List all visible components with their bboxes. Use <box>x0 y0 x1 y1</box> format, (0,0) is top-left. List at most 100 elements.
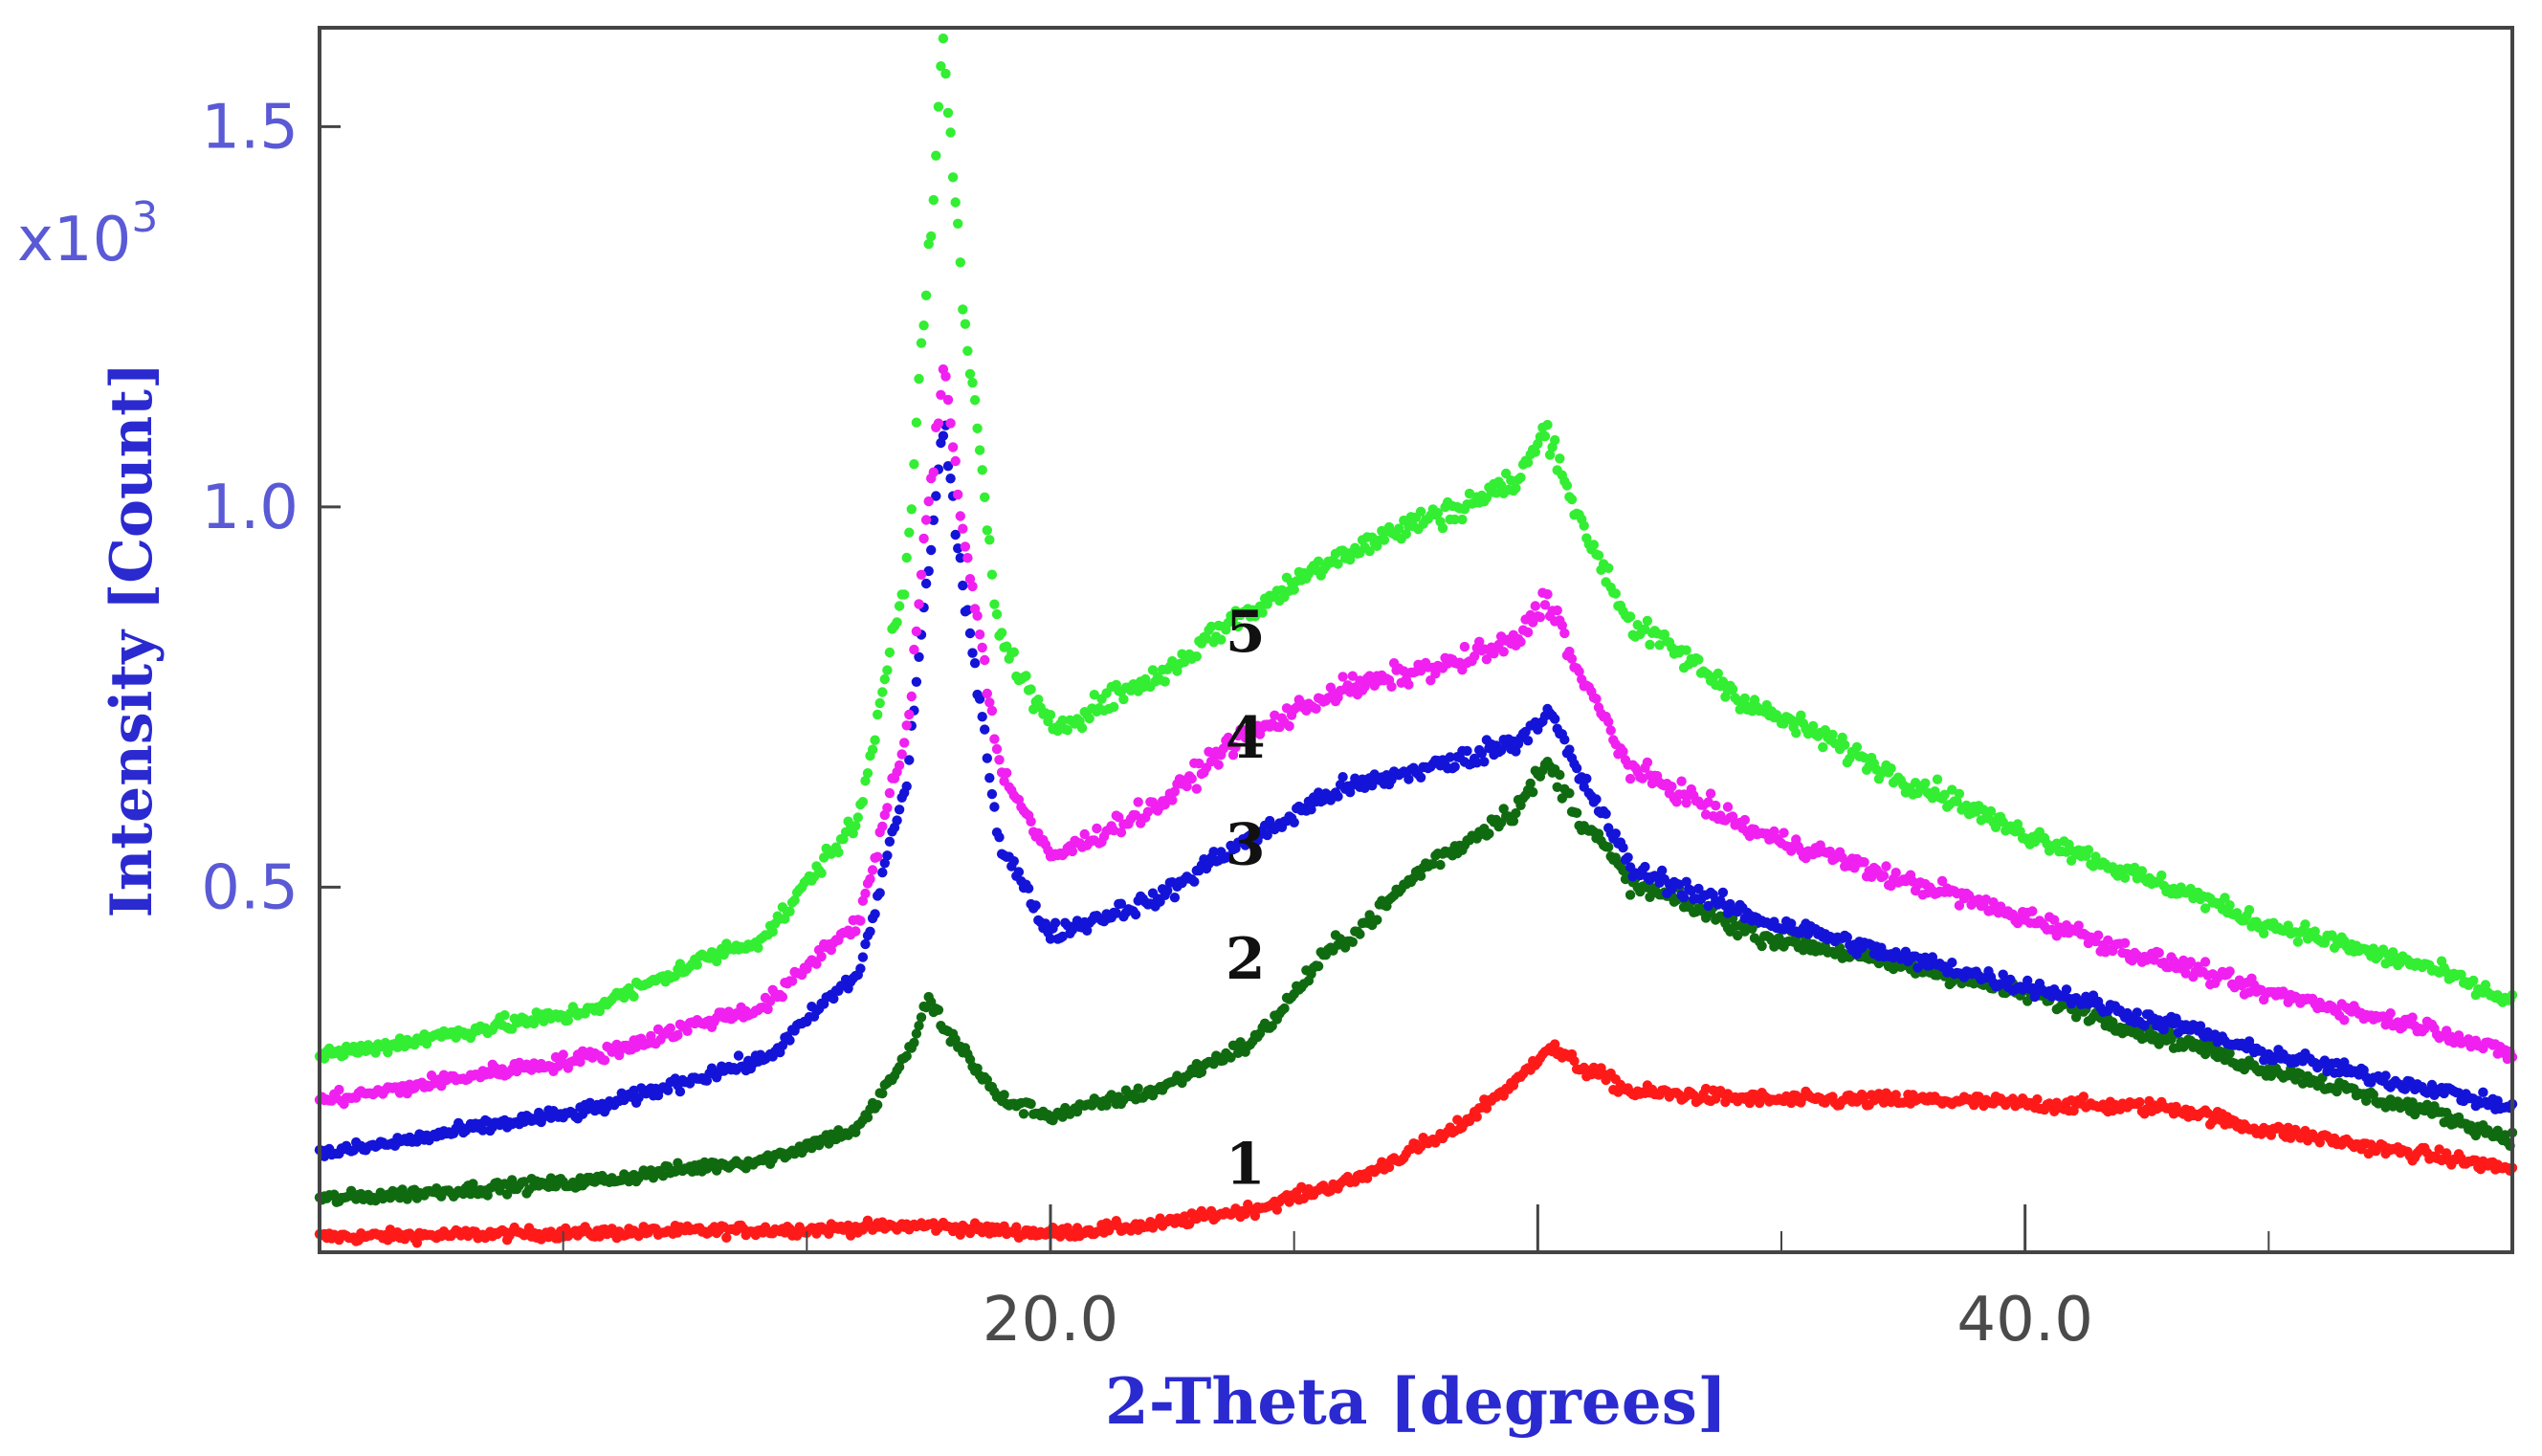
data-point <box>1932 774 1943 784</box>
data-point <box>1205 621 1217 632</box>
data-point <box>1757 940 1767 952</box>
data-point <box>1493 639 1504 651</box>
data-point <box>1561 480 1573 491</box>
data-point <box>964 368 976 380</box>
y-axis-title: Intensity [Count] <box>99 363 166 918</box>
data-point <box>1544 450 1556 460</box>
data-point <box>1084 713 1094 724</box>
data-point <box>764 996 776 1006</box>
data-point <box>1842 932 1853 942</box>
series-3-points <box>314 420 2518 1162</box>
data-point <box>1610 588 1622 599</box>
data-point <box>899 589 910 600</box>
data-point <box>2061 847 2072 857</box>
data-point <box>947 442 959 452</box>
data-point <box>1754 1097 1765 1109</box>
data-point <box>1208 847 1219 857</box>
data-point <box>1481 1103 1492 1114</box>
data-point <box>1067 846 1078 857</box>
data-point <box>870 909 880 919</box>
data-point <box>1581 773 1592 784</box>
data-point <box>962 605 973 615</box>
data-point <box>721 1232 732 1244</box>
data-point <box>945 127 956 138</box>
data-point <box>938 430 949 441</box>
data-point <box>1647 778 1658 789</box>
data-point <box>1681 645 1691 655</box>
data-point <box>851 821 861 831</box>
data-point <box>974 694 985 704</box>
data-point <box>940 68 951 79</box>
data-point <box>1026 1098 1036 1110</box>
data-point <box>785 906 795 916</box>
data-point <box>914 599 924 609</box>
data-point <box>2480 980 2491 990</box>
data-point <box>923 496 934 507</box>
data-point <box>1566 653 1578 664</box>
data-point <box>877 867 888 878</box>
data-point <box>914 651 924 662</box>
data-point <box>969 658 981 669</box>
data-point <box>1169 893 1181 903</box>
data-point <box>879 673 890 685</box>
data-point <box>1859 857 1869 868</box>
data-point <box>1383 1161 1395 1173</box>
data-point <box>955 257 965 268</box>
data-point <box>2136 866 2148 876</box>
data-point <box>2259 928 2269 938</box>
data-point <box>1289 585 1299 595</box>
data-point <box>1404 774 1414 784</box>
data-point <box>960 541 971 552</box>
data-point <box>1474 636 1485 647</box>
data-point <box>1939 789 1950 800</box>
data-point <box>1355 929 1365 939</box>
data-point <box>1555 769 1565 781</box>
data-point <box>1961 800 1972 811</box>
data-point <box>882 850 893 861</box>
data-point <box>1786 715 1797 725</box>
data-point <box>2224 966 2235 977</box>
data-point <box>1279 1003 1290 1014</box>
data-point <box>1372 915 1382 925</box>
data-point <box>894 601 905 611</box>
data-point <box>1859 752 1869 763</box>
data-point <box>960 319 971 329</box>
data-point <box>1284 720 1294 732</box>
data-point <box>940 371 951 382</box>
data-point <box>599 1055 610 1066</box>
data-point <box>2092 930 2104 940</box>
data-point <box>879 858 890 869</box>
data-point <box>1681 798 1691 808</box>
data-point <box>2478 1087 2488 1098</box>
data-point <box>984 773 995 783</box>
data-point <box>575 1056 586 1068</box>
data-point <box>933 418 944 429</box>
data-point <box>1625 611 1636 622</box>
series-1-points <box>314 1039 2518 1248</box>
data-point <box>1347 937 1359 947</box>
data-point <box>1539 600 1551 610</box>
data-point <box>411 1238 423 1248</box>
data-point <box>874 697 885 709</box>
data-point <box>763 1004 773 1015</box>
data-point <box>2442 1148 2452 1158</box>
data-point <box>1050 917 1061 928</box>
data-point <box>1711 800 1721 811</box>
data-point <box>967 377 978 388</box>
data-point <box>1281 703 1293 714</box>
data-point <box>1559 628 1570 639</box>
data-point <box>2361 1095 2372 1107</box>
data-point <box>1528 786 1538 798</box>
data-point <box>1160 676 1170 687</box>
data-point <box>1026 816 1036 827</box>
data-point <box>884 787 895 799</box>
data-point <box>920 578 932 589</box>
data-point <box>936 389 946 400</box>
data-point <box>2083 845 2094 855</box>
data-point <box>2339 1015 2350 1026</box>
x-axis-title: 2-Theta [degrees] <box>1105 1364 1727 1439</box>
data-point <box>1618 746 1628 757</box>
data-point <box>926 231 937 242</box>
data-point <box>1722 802 1734 812</box>
data-point <box>877 821 888 832</box>
